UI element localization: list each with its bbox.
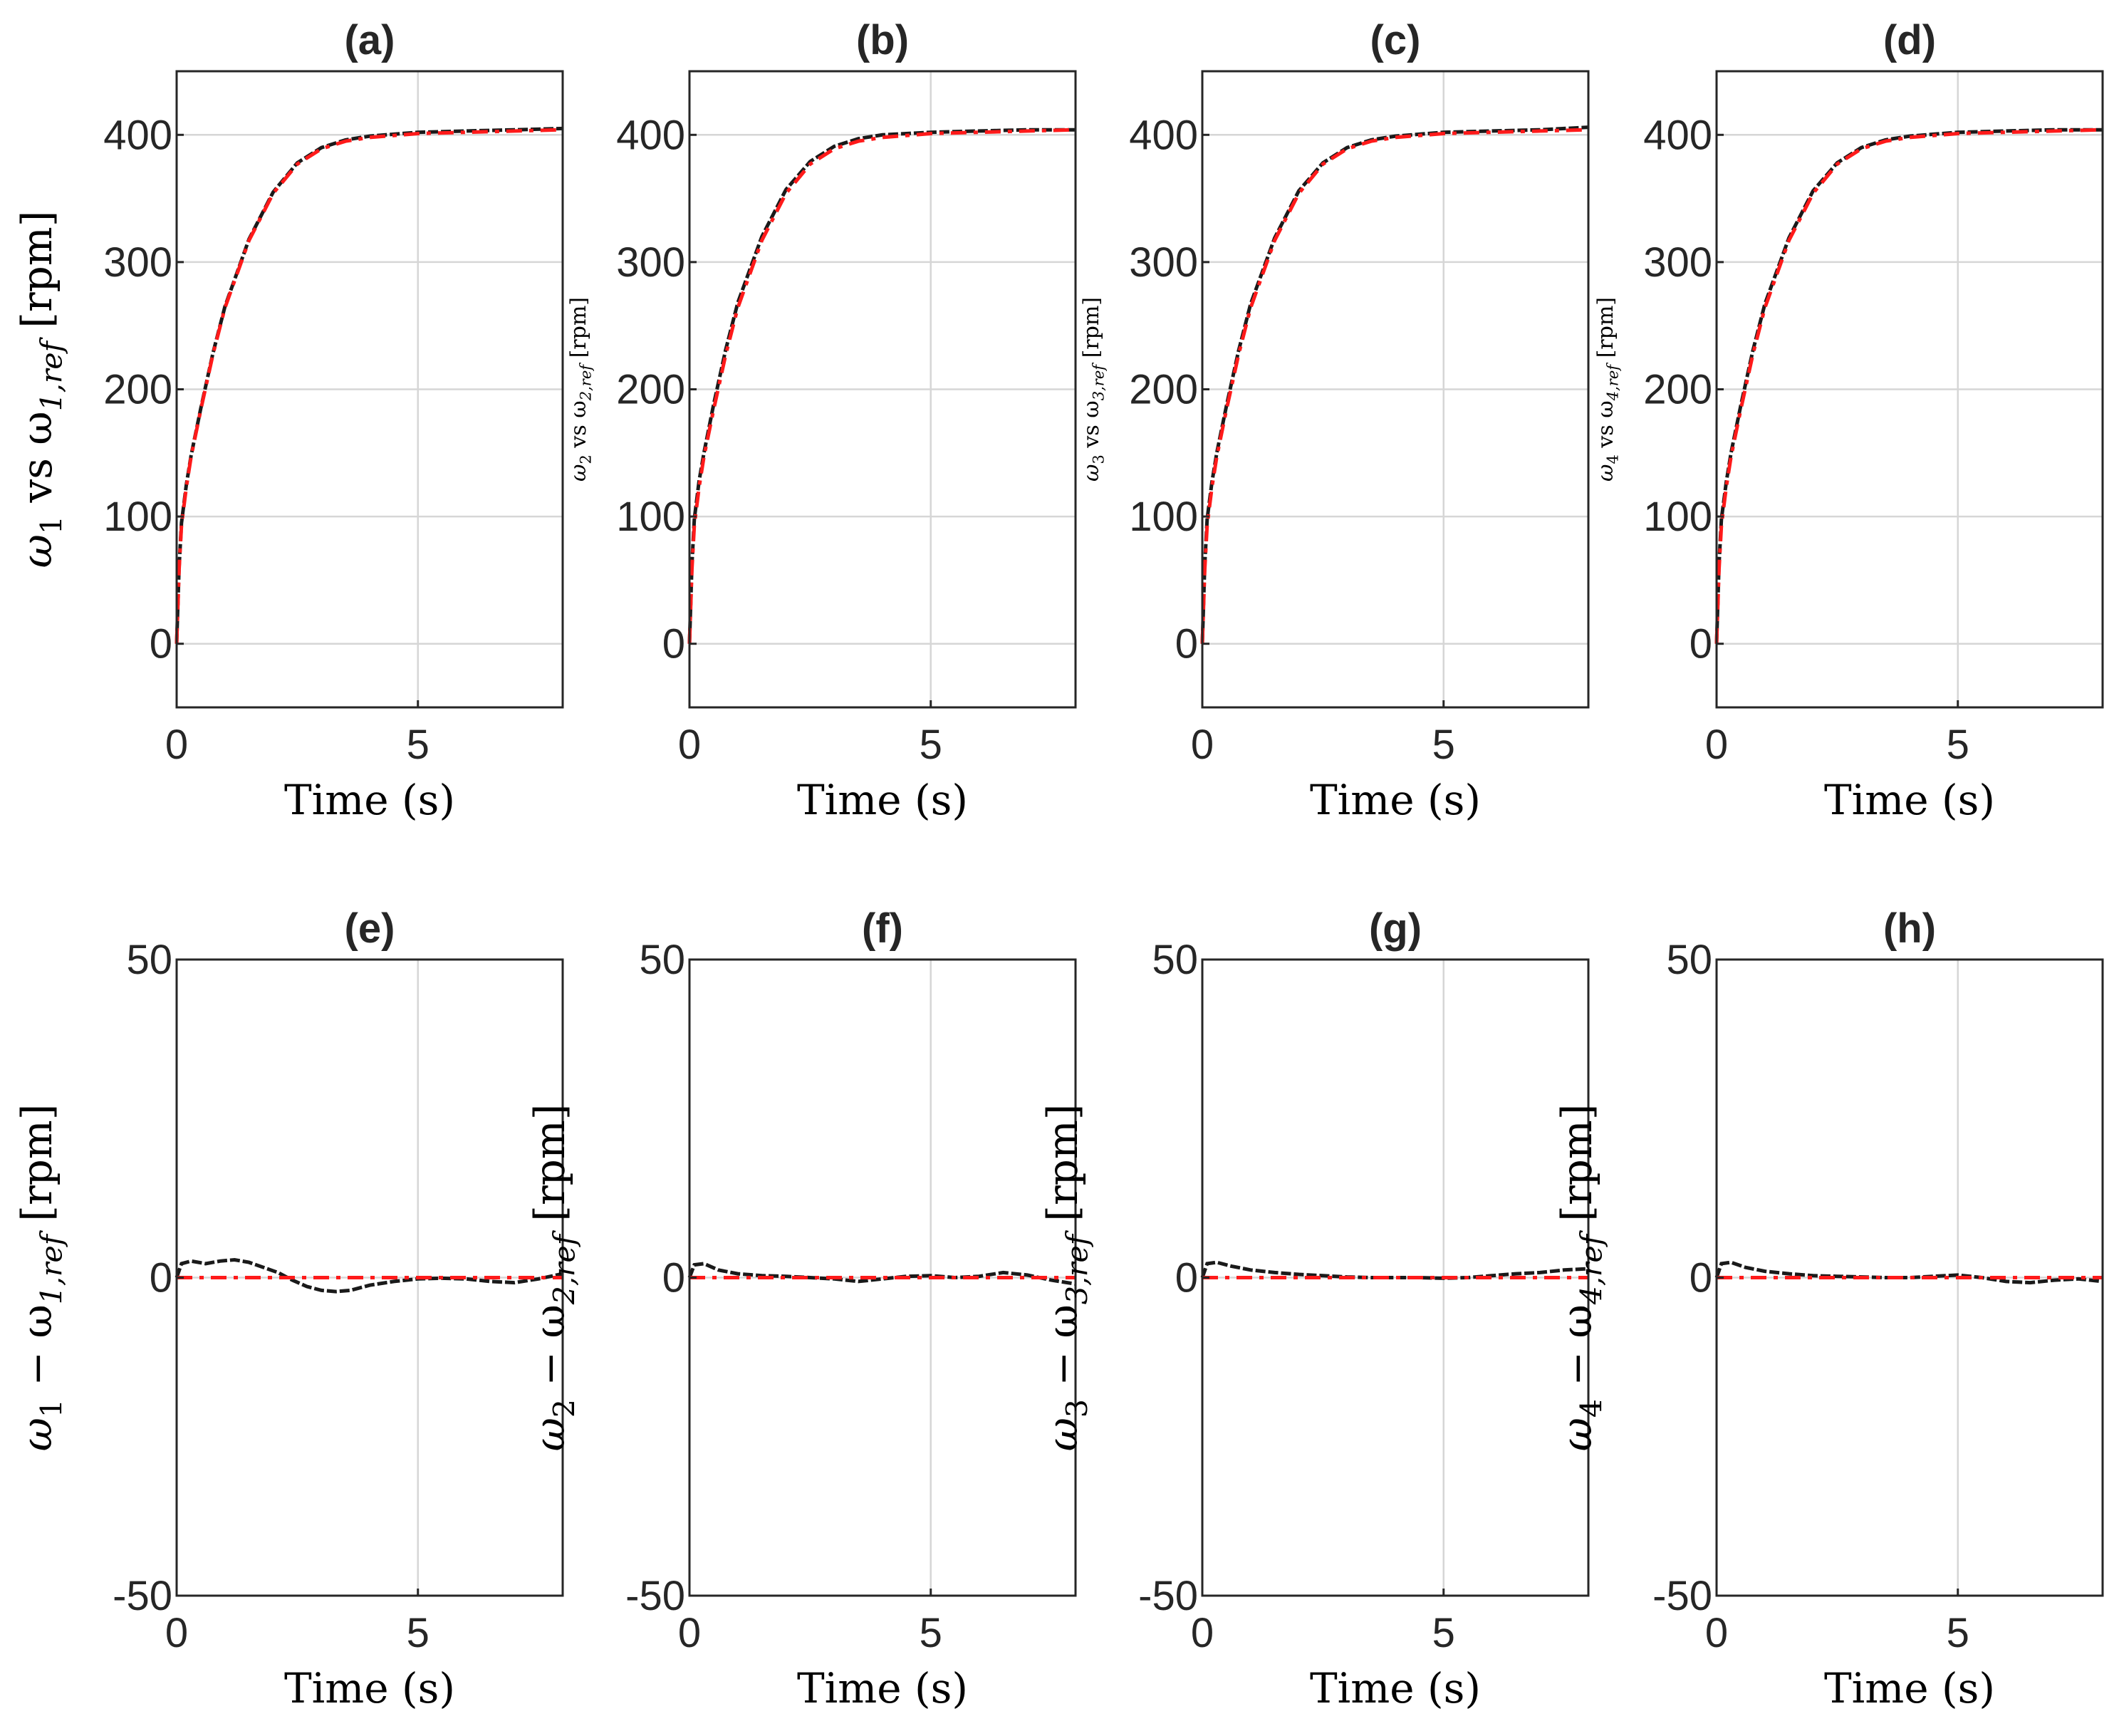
x-axis-label: Time (s) [1824, 776, 1995, 824]
x-tick-label: 0 [1705, 1610, 1728, 1656]
y-tick-label: -50 [113, 1573, 172, 1619]
x-tick-label: 0 [165, 1610, 188, 1656]
x-tick-label: 0 [678, 722, 701, 768]
x-tick-label: 5 [920, 722, 942, 768]
series-error-line [1714, 1260, 2103, 1285]
x-axis-label: Time (s) [1310, 776, 1481, 824]
y-axis-label: ω2 − ω2,ref [rpm] [526, 1104, 582, 1452]
y-tick-label: 0 [150, 1255, 172, 1301]
x-tick-label: 0 [1191, 1610, 1214, 1656]
y-tick-label: 200 [1129, 367, 1198, 413]
y-tick-label: 100 [1643, 494, 1712, 540]
panel-title: (f) [862, 905, 903, 952]
x-tick-label: 5 [920, 1610, 942, 1656]
series-reference-line [687, 128, 1076, 644]
x-tick-label: 0 [1191, 722, 1214, 768]
y-tick-label: 0 [1690, 1255, 1712, 1301]
series-measured-line [1200, 125, 1589, 644]
panel-title: (c) [1370, 17, 1421, 63]
x-tick-label: 0 [165, 722, 188, 768]
y-axis-label: ω2 vs ω2,ref [rpm] [566, 297, 595, 482]
x-axis-label: Time (s) [797, 776, 968, 824]
x-tick-label: 5 [407, 722, 429, 768]
y-tick-label: -50 [1138, 1573, 1198, 1619]
y-tick-label: 400 [103, 112, 172, 158]
y-tick-label: 50 [639, 937, 685, 983]
series-reference-line [1200, 128, 1589, 644]
series-error-line [1200, 1260, 1589, 1280]
y-axis-label: ω1 − ω1,ref [rpm] [13, 1104, 69, 1452]
x-axis-label: Time (s) [284, 776, 455, 824]
y-axis-label: ω1 vs ω1,ref [rpm] [13, 211, 69, 568]
y-tick-label: 0 [662, 1255, 685, 1301]
y-tick-label: 400 [1643, 112, 1712, 158]
panel-title: (a) [345, 17, 395, 63]
series-measured-line [687, 128, 1076, 644]
x-tick-label: 5 [1432, 1610, 1455, 1656]
series-reference-line [1714, 128, 2103, 644]
series-error-line [175, 1257, 563, 1294]
y-tick-label: 50 [126, 937, 172, 983]
panel-title: (e) [345, 905, 395, 952]
series-measured-line [175, 126, 563, 644]
x-axis-label: Time (s) [797, 1664, 968, 1712]
y-tick-label: -50 [1652, 1573, 1712, 1619]
y-tick-label: 50 [1666, 937, 1712, 983]
y-tick-label: 0 [1175, 1255, 1198, 1301]
x-tick-label: 5 [407, 1610, 429, 1656]
panel-title: (d) [1883, 17, 1936, 63]
y-tick-label: 100 [616, 494, 685, 540]
y-tick-label: 400 [1129, 112, 1198, 158]
y-tick-label: 200 [1643, 367, 1712, 413]
y-tick-label: 200 [103, 367, 172, 413]
y-tick-label: -50 [625, 1573, 685, 1619]
panel-title: (b) [856, 17, 909, 63]
x-tick-label: 5 [1947, 1610, 1969, 1656]
y-tick-label: 0 [1690, 621, 1712, 667]
y-tick-label: 300 [103, 239, 172, 286]
y-axis-label: ω4 − ω4,ref [rpm] [1553, 1104, 1609, 1452]
y-tick-label: 50 [1152, 937, 1198, 983]
x-tick-label: 0 [1705, 722, 1728, 768]
y-tick-label: 300 [616, 239, 685, 286]
x-axis-label: Time (s) [284, 1664, 455, 1712]
y-tick-label: 0 [662, 621, 685, 667]
x-axis-label: Time (s) [1824, 1664, 1995, 1712]
y-tick-label: 100 [103, 494, 172, 540]
series-error-line [687, 1262, 1076, 1286]
y-axis-label: ω3 vs ω3,ref [rpm] [1079, 297, 1108, 482]
y-tick-label: 100 [1129, 494, 1198, 540]
panel-title: (g) [1369, 905, 1422, 952]
y-tick-label: 400 [616, 112, 685, 158]
y-tick-label: 0 [1175, 621, 1198, 667]
y-tick-label: 300 [1129, 239, 1198, 286]
series-reference-line [175, 128, 563, 644]
y-axis-label: ω4 vs ω4,ref [rpm] [1593, 297, 1622, 482]
x-axis-label: Time (s) [1310, 1664, 1481, 1712]
x-tick-label: 0 [678, 1610, 701, 1656]
x-tick-label: 5 [1432, 722, 1455, 768]
x-tick-label: 5 [1947, 722, 1969, 768]
panel-title: (h) [1883, 905, 1936, 952]
y-tick-label: 0 [150, 621, 172, 667]
y-axis-label: ω3 − ω3,ref [rpm] [1038, 1104, 1095, 1452]
series-measured-line [1714, 128, 2103, 644]
y-tick-label: 200 [616, 367, 685, 413]
y-tick-label: 300 [1643, 239, 1712, 286]
